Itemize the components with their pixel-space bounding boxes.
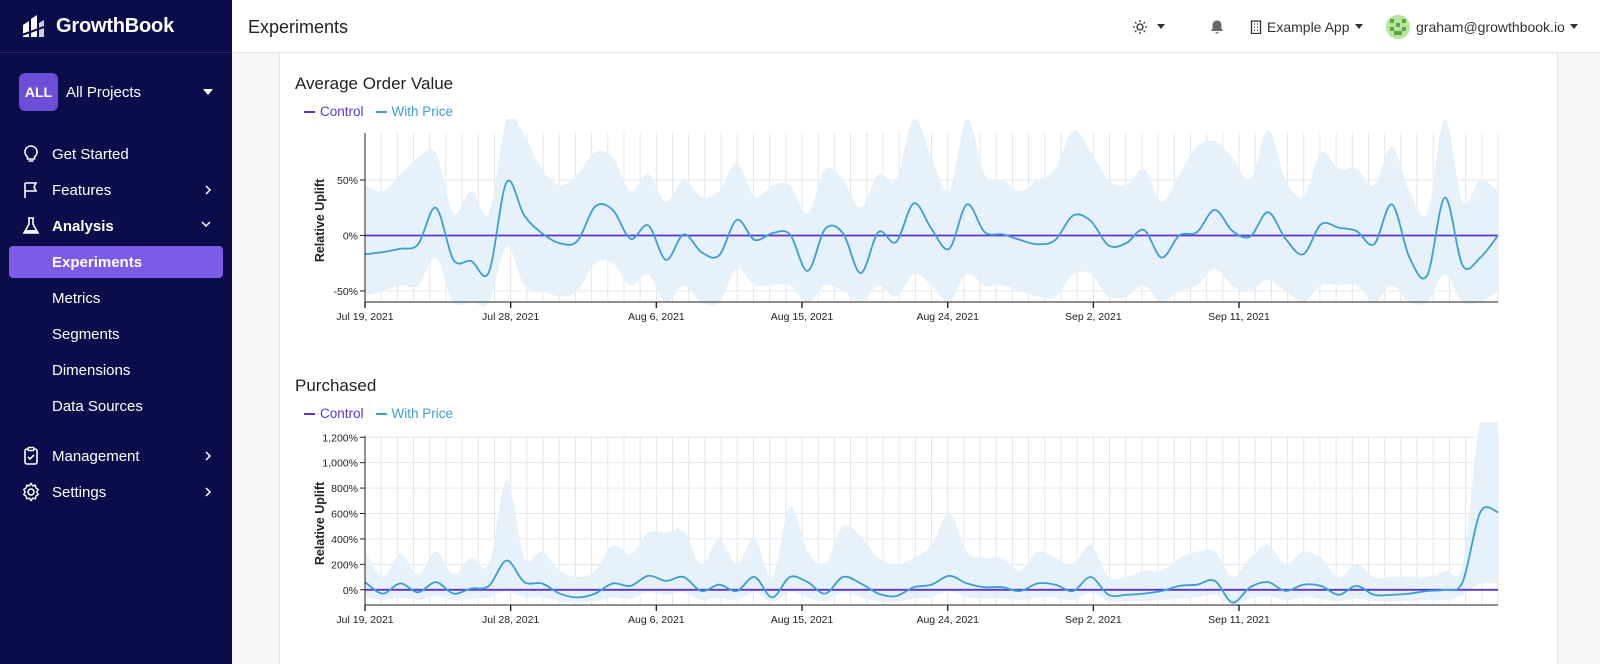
y-axis-label: Relative Uplift <box>313 481 327 565</box>
sidebar-item-label: Get Started <box>52 145 129 163</box>
y-tick-label: 1,200% <box>322 432 358 444</box>
theme-toggle-button[interactable] <box>1132 0 1165 53</box>
y-axis-label: Relative Uplift <box>313 178 327 262</box>
y-tick-label: 200% <box>331 559 358 571</box>
x-tick-label: Aug 24, 2021 <box>916 614 979 626</box>
notifications-button[interactable] <box>1210 0 1224 53</box>
page-title: Experiments <box>248 17 349 37</box>
chevron-right-icon <box>205 451 212 461</box>
y-tick-label: 400% <box>331 534 358 546</box>
chart-title: Purchased <box>295 376 377 395</box>
lightbulb-icon <box>20 143 42 165</box>
sidebar-item-analysis[interactable]: Analysis <box>0 208 232 244</box>
sidebar-item-label: Settings <box>52 483 107 501</box>
chevron-down-icon <box>201 221 211 228</box>
x-tick-label: Jul 28, 2021 <box>482 614 539 626</box>
flag-icon <box>20 179 42 201</box>
caret-down-icon <box>1569 24 1578 29</box>
clipboard-check-icon <box>20 445 42 467</box>
avatar <box>1386 14 1410 39</box>
y-tick-label: 600% <box>331 509 358 521</box>
chart-average-order-value: Average Order Value Control With Price <box>295 74 465 119</box>
sidebar-item-management[interactable]: Management <box>0 438 232 474</box>
app-selector-label: Example App <box>1267 18 1350 35</box>
series-line-with-price <box>364 179 1499 280</box>
chevron-right-icon <box>205 487 212 497</box>
x-tick-label: Jul 19, 2021 <box>336 614 393 626</box>
y-tick-label: 50% <box>337 175 358 187</box>
sun-icon <box>1133 19 1147 34</box>
app-name: GrowthBook <box>56 14 174 37</box>
legend-label: With Price <box>391 104 454 119</box>
chart-legend: Control With Price <box>295 104 465 119</box>
sidebar-item-experiments[interactable]: Experiments <box>9 246 223 278</box>
x-tick-label: Aug 6, 2021 <box>628 311 685 323</box>
x-tick-label: Aug 15, 2021 <box>771 614 834 626</box>
confidence-band <box>365 119 1498 307</box>
project-badge: ALL <box>19 73 58 111</box>
user-email: graham@growthbook.io <box>1416 18 1565 35</box>
gear-icon <box>20 481 42 503</box>
chart-purchased: Purchased Control With Price <box>295 376 465 421</box>
sidebar: GrowthBook ALL All Projects Get Started … <box>0 0 232 664</box>
app-logo[interactable]: GrowthBook <box>0 0 232 53</box>
caret-down-icon <box>203 89 213 95</box>
x-tick-label: Sep 2, 2021 <box>1065 614 1122 626</box>
series-line-with-price <box>364 506 1499 604</box>
x-tick-label: Sep 2, 2021 <box>1065 311 1122 323</box>
legend-label: With Price <box>391 406 454 421</box>
chart-legend: Control With Price <box>295 406 465 421</box>
x-tick-label: Sep 11, 2021 <box>1208 614 1270 626</box>
building-icon <box>1250 19 1262 34</box>
flask-icon <box>20 215 42 237</box>
caret-down-icon <box>1157 24 1165 29</box>
sidebar-item-get-started[interactable]: Get Started <box>0 136 232 172</box>
legend-item-with-price: With Price <box>375 406 454 421</box>
sidebar-item-dimensions[interactable]: Dimensions <box>52 361 131 379</box>
legend-item-control: Control <box>304 104 364 119</box>
chart-average-order-value-plot: -50% 0% 50% Jul 19, 2021 Jul 28, 2021 Aug 6, … <box>313 119 1499 323</box>
legend-item-control: Control <box>304 406 364 421</box>
growthbook-logo-icon <box>21 15 45 37</box>
y-tick-label: 800% <box>331 483 358 495</box>
sidebar-item-metrics[interactable]: Metrics <box>52 289 101 307</box>
x-tick-label: Aug 15, 2021 <box>771 311 834 323</box>
sidebar-item-label: Features <box>52 181 112 199</box>
sidebar-item-settings[interactable]: Settings <box>0 474 232 510</box>
x-tick-label: Jul 28, 2021 <box>482 311 539 323</box>
sidebar-item-segments[interactable]: Segments <box>52 325 120 343</box>
y-tick-label: 1,000% <box>322 458 358 470</box>
project-selector[interactable]: ALL All Projects <box>19 73 219 111</box>
y-tick-label: 0% <box>343 585 358 597</box>
legend-label: Control <box>320 104 364 119</box>
x-tick-label: Jul 19, 2021 <box>336 311 393 323</box>
confidence-band <box>365 422 1498 606</box>
x-tick-label: Aug 24, 2021 <box>916 311 979 323</box>
user-menu[interactable]: graham@growthbook.io <box>1386 0 1578 53</box>
sidebar-item-features[interactable]: Features <box>0 172 232 208</box>
x-tick-label: Sep 11, 2021 <box>1208 311 1270 323</box>
experiment-results-card: Average Order Value Control With Price -… <box>279 53 1558 664</box>
chart-purchased-plot: 0% 200% 400% 600% 800% 1,000% 1,200% Jul 19, 20… <box>313 422 1499 626</box>
y-tick-label: -50% <box>333 286 358 298</box>
top-bar: Experiments Example App graham@growthboo… <box>232 0 1600 53</box>
chart-title: Average Order Value <box>295 74 454 93</box>
project-label: All Projects <box>66 83 142 101</box>
sidebar-item-label: Management <box>52 447 140 465</box>
legend-label: Control <box>320 406 364 421</box>
sidebar-nav: Get Started Features Analysis Experiment… <box>0 136 232 510</box>
chevron-right-icon <box>205 185 212 195</box>
bell-icon <box>1211 20 1223 34</box>
app-selector-dropdown[interactable]: Example App <box>1250 0 1363 53</box>
y-tick-label: 0% <box>343 230 358 242</box>
sidebar-item-label: Analysis <box>52 217 114 235</box>
caret-down-icon <box>1354 24 1363 29</box>
legend-item-with-price: With Price <box>375 104 454 119</box>
sidebar-item-data-sources[interactable]: Data Sources <box>52 397 143 415</box>
x-tick-label: Aug 6, 2021 <box>628 614 685 626</box>
